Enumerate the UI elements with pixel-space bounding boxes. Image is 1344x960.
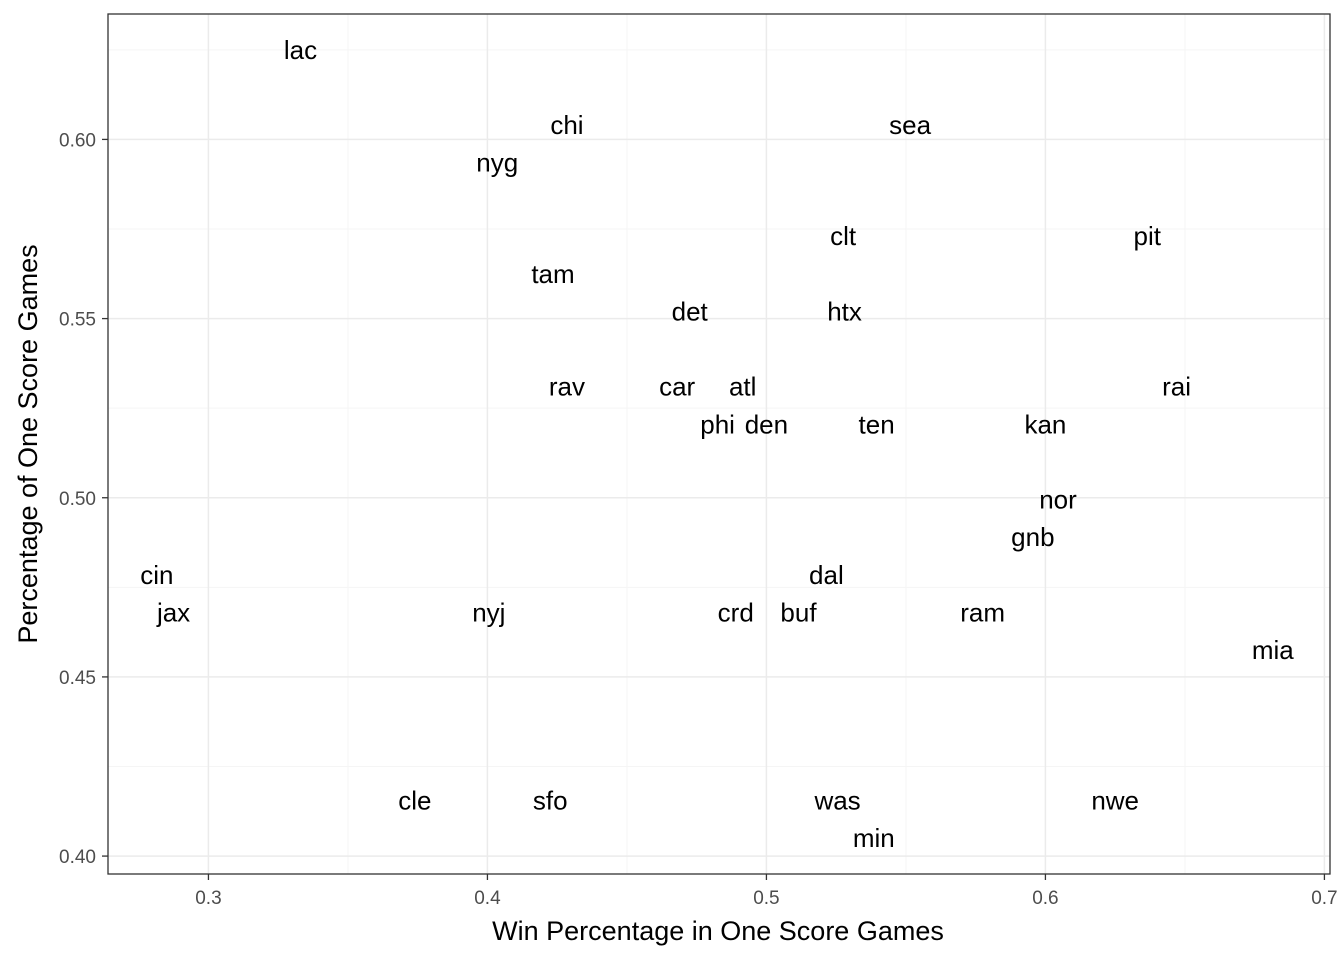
point-label-clt: clt	[830, 221, 857, 251]
y-tick-label: 0.40	[59, 847, 96, 868]
x-tick-label: 0.6	[1032, 888, 1058, 909]
point-label-htx: htx	[827, 296, 862, 326]
point-label-min: min	[853, 823, 895, 853]
point-label-den: den	[745, 409, 788, 439]
point-label-lac: lac	[284, 35, 317, 65]
y-axis: 0.40 0.45 0.50 0.55 0.60	[59, 130, 108, 868]
point-label-was: was	[813, 786, 860, 816]
x-tick-label: 0.5	[753, 888, 779, 909]
minor-gridlines	[108, 14, 1330, 874]
point-label-phi: phi	[700, 409, 735, 439]
point-label-chi: chi	[550, 110, 583, 140]
point-label-sfo: sfo	[533, 786, 568, 816]
point-label-atl: atl	[729, 372, 756, 402]
y-tick-label: 0.60	[59, 130, 96, 151]
point-label-sea: sea	[889, 110, 931, 140]
point-label-det: det	[672, 296, 709, 326]
point-labels: lac chi sea nyg clt pit tam det htx rav car atl rai p…	[140, 35, 1294, 853]
point-label-pit: pit	[1134, 221, 1162, 251]
y-tick-label: 0.55	[59, 310, 96, 331]
point-label-nwe: nwe	[1091, 786, 1139, 816]
point-label-nyg: nyg	[476, 148, 518, 178]
point-label-nor: nor	[1039, 485, 1077, 515]
major-gridlines	[108, 14, 1330, 874]
point-label-jax: jax	[156, 597, 190, 627]
point-label-car: car	[659, 372, 695, 402]
point-label-cin: cin	[140, 560, 173, 590]
point-label-dal: dal	[809, 560, 844, 590]
point-label-rav: rav	[549, 372, 585, 402]
point-label-buf: buf	[780, 597, 817, 627]
x-tick-label: 0.3	[195, 888, 221, 909]
x-axis-title: Win Percentage in One Score Games	[492, 916, 944, 946]
point-label-rai: rai	[1162, 372, 1191, 402]
y-tick-label: 0.50	[59, 489, 96, 510]
x-axis: 0.3 0.4 0.5 0.6 0.7	[195, 874, 1338, 909]
point-label-crd: crd	[718, 597, 754, 627]
x-tick-label: 0.7	[1311, 888, 1337, 909]
point-label-nyj: nyj	[472, 597, 505, 627]
point-label-gnb: gnb	[1011, 522, 1054, 552]
point-label-ram: ram	[960, 597, 1005, 627]
panel-border	[107, 13, 1331, 875]
y-tick-label: 0.45	[59, 668, 96, 689]
point-label-tam: tam	[531, 259, 574, 289]
point-label-mia: mia	[1252, 635, 1294, 665]
x-tick-label: 0.4	[474, 888, 501, 909]
point-label-kan: kan	[1024, 409, 1066, 439]
y-axis-title: Percentage of One Score Games	[13, 244, 43, 643]
point-label-cle: cle	[398, 786, 431, 816]
point-label-ten: ten	[859, 409, 895, 439]
